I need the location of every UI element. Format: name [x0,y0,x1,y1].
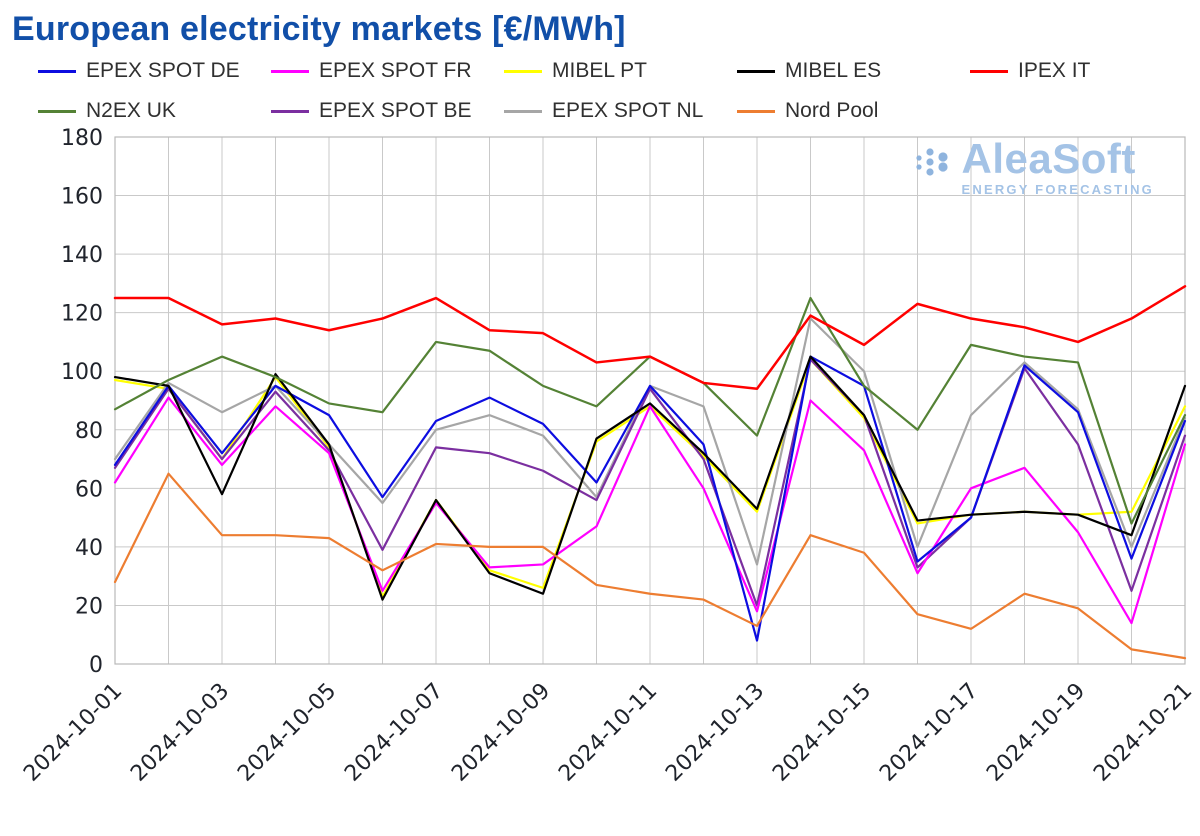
x-tick-label: 2024-10-01 [19,679,127,787]
series-line-epex-spot-fr [113,396,1187,625]
x-tick-label: 2024-10-11 [554,679,662,787]
y-tick-label: 100 [61,360,103,385]
y-tick-label: 120 [61,302,103,327]
legend-item-ipex-it: IPEX IT [970,59,1200,83]
y-tick-label: 80 [75,419,103,444]
legend-swatch-epex-spot-be [271,109,309,113]
legend-item-epex-spot-nl: EPEX SPOT NL [504,99,737,123]
legend-swatch-epex-spot-nl [504,109,542,113]
legend-swatch-epex-spot-de [38,69,76,73]
legend-item-mibel-pt: MIBEL PT [504,59,737,83]
legend-label-epex-spot-fr: EPEX SPOT FR [319,59,472,83]
series-line-ipex-it [113,285,1187,391]
x-tick-label: 2024-10-09 [447,679,555,787]
series-line-nord-pool [113,472,1187,660]
plot-area: 0 20 40 60 80 100 120 140 160 180 2024-10-01 2024-1… [0,127,1200,819]
chart-legend: EPEX SPOT DE EPEX SPOT FR MIBEL PT MIBEL ES… [38,59,1200,123]
legend-label-epex-spot-de: EPEX SPOT DE [86,59,240,83]
price-chart-svg: 0204060801001201401601802024-10-012024-1… [19,127,1197,787]
y-tick-label: 140 [61,243,103,268]
y-tick-label: 180 [61,127,103,151]
legend-label-mibel-pt: MIBEL PT [552,59,647,83]
x-tick-label: 2024-10-15 [768,679,876,787]
legend-label-mibel-es: MIBEL ES [785,59,882,83]
x-tick-label: 2024-10-03 [126,679,234,787]
gridlines [114,136,1186,665]
legend-label-ipex-it: IPEX IT [1018,59,1091,83]
x-tick-label: 2024-10-05 [233,679,341,787]
legend-label-epex-spot-nl: EPEX SPOT NL [552,99,704,123]
legend-label-n2ex-uk: N2EX UK [86,99,176,123]
series-line-mibel-es [113,355,1187,601]
legend-item-epex-spot-de: EPEX SPOT DE [38,59,271,83]
legend-label-epex-spot-be: EPEX SPOT BE [319,99,472,123]
y-tick-label: 20 [75,595,103,620]
legend-item-epex-spot-be: EPEX SPOT BE [271,99,504,123]
legend-item-n2ex-uk: N2EX UK [38,99,271,123]
legend-item-nord-pool: Nord Pool [737,99,970,123]
y-tick-label: 0 [89,653,103,678]
y-tick-label: 60 [75,477,103,502]
chart-page: European electricity markets [€/MWh] EPE… [0,10,1200,836]
y-tick-label: 40 [75,536,103,561]
x-tick-label: 2024-10-07 [340,679,448,787]
x-tick-label: 2024-10-21 [1089,679,1197,787]
y-axis-labels: 0 20 40 60 80 100 120 140 160 180 [61,127,103,678]
legend-swatch-mibel-pt [504,69,542,73]
plot-frame [114,136,1186,665]
legend-swatch-ipex-it [970,69,1008,73]
x-tick-label: 2024-10-19 [982,679,1090,787]
chart-title: European electricity markets [€/MWh] [12,10,626,48]
legend-swatch-mibel-es [737,69,775,73]
legend-swatch-epex-spot-fr [271,69,309,73]
x-axis-labels: 2024-10-012024-10-032024-10-052024-10-07… [19,679,1197,787]
series-line-epex-spot-de [113,355,1187,642]
legend-item-epex-spot-fr: EPEX SPOT FR [271,59,504,83]
series-lines [113,285,1187,660]
legend-swatch-nord-pool [737,109,775,113]
legend-swatch-n2ex-uk [38,109,76,113]
y-tick-label: 160 [61,185,103,210]
legend-item-mibel-es: MIBEL ES [737,59,970,83]
legend-label-nord-pool: Nord Pool [785,99,879,123]
x-tick-label: 2024-10-17 [875,679,983,787]
x-tick-label: 2024-10-13 [661,679,769,787]
